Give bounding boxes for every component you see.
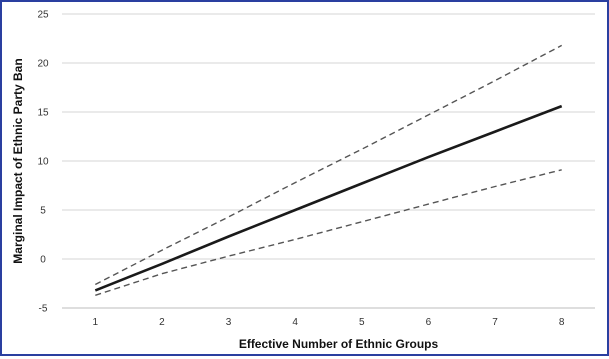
estimate-line (94, 104, 563, 292)
y-axis-title: Marginal Impact of Ethnic Party Ban (11, 58, 25, 263)
y-tick-label: -5 (39, 304, 48, 315)
y-tick-label: 15 (37, 108, 49, 119)
x-tick-label: 5 (359, 317, 365, 328)
x-tick-label: 3 (226, 317, 232, 328)
chart-svg: -5 0 5 10 15 20 25 1 2 3 4 5 6 7 8 Effective Number o… (11, 10, 595, 351)
grid-layer (62, 13, 595, 260)
confidence-bound-line (94, 44, 563, 286)
x-tick-label: 4 (292, 317, 298, 328)
x-tick-label: 8 (559, 317, 565, 328)
y-tick-label: 5 (40, 206, 46, 217)
y-tick-label: 25 (37, 10, 49, 21)
x-axis-title: Effective Number of Ethnic Groups (239, 337, 439, 351)
x-tick-label: 1 (93, 317, 99, 328)
y-tick-label: 10 (37, 157, 49, 168)
x-tick-label: 6 (426, 317, 432, 328)
y-tick-label: 20 (37, 59, 49, 70)
confidence-bound-line (95, 169, 562, 296)
x-tick-label: 7 (492, 317, 498, 328)
x-tick-labels: 1 2 3 4 5 6 7 8 (93, 317, 565, 328)
x-tick-label: 2 (159, 317, 165, 328)
y-tick-label: 0 (40, 255, 46, 266)
series-layer (94, 44, 563, 296)
y-tick-labels: -5 0 5 10 15 20 25 (37, 10, 49, 315)
